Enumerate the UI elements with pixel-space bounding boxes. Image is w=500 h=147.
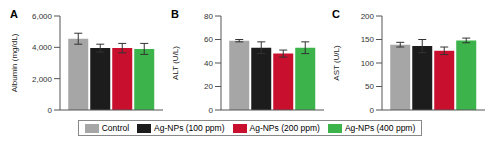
svg-text:50: 50 <box>365 82 374 91</box>
html-text:Ag-NPs (100 ppm): Ag-NPs (100 ppm) <box>154 123 225 133</box>
svg-text:40: 40 <box>204 59 213 68</box>
svg-text:80: 80 <box>204 12 213 21</box>
svg-text:150: 150 <box>361 35 375 44</box>
svg-text:4,000: 4,000 <box>32 43 53 52</box>
html-text:A: A <box>10 8 18 20</box>
svg-text:AST (U/L): AST (U/L) <box>332 45 341 81</box>
svg-text:6,000: 6,000 <box>32 12 53 21</box>
svg-text:Albumin (mg/dL): Albumin (mg/dL) <box>10 33 19 92</box>
html-text:B: B <box>171 8 179 20</box>
svg-text:2,000: 2,000 <box>32 75 53 84</box>
svg-text:20: 20 <box>204 82 213 91</box>
svg-text:0: 0 <box>370 106 375 115</box>
svg-text:ALT (U/L): ALT (U/L) <box>171 46 180 80</box>
svg-text:100: 100 <box>361 59 375 68</box>
html-text:Control: Control <box>101 123 130 133</box>
svg-text:200: 200 <box>361 12 375 21</box>
svg-text:60: 60 <box>204 35 213 44</box>
svg-text:0: 0 <box>209 106 214 115</box>
svg-text:0: 0 <box>48 106 53 115</box>
html-text:C: C <box>332 8 340 20</box>
html-text:Ag-NPs (200 ppm): Ag-NPs (200 ppm) <box>249 123 320 133</box>
html-text:Ag-NPs (400 ppm): Ag-NPs (400 ppm) <box>344 123 416 133</box>
